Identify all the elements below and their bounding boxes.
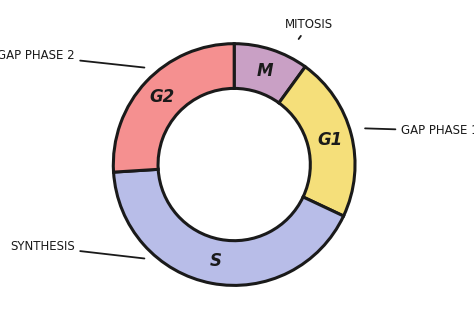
Text: M: M (256, 62, 273, 80)
Wedge shape (279, 67, 355, 216)
Text: GAP PHASE 2: GAP PHASE 2 (0, 49, 145, 68)
Wedge shape (113, 44, 234, 172)
Text: G1: G1 (317, 131, 342, 149)
Text: S: S (210, 252, 222, 270)
Text: GAP PHASE 1: GAP PHASE 1 (365, 124, 474, 137)
Wedge shape (234, 44, 305, 103)
Wedge shape (114, 169, 344, 285)
Text: MITOSIS: MITOSIS (285, 18, 333, 39)
Text: SYNTHESIS: SYNTHESIS (10, 240, 145, 258)
Text: G2: G2 (150, 88, 175, 106)
